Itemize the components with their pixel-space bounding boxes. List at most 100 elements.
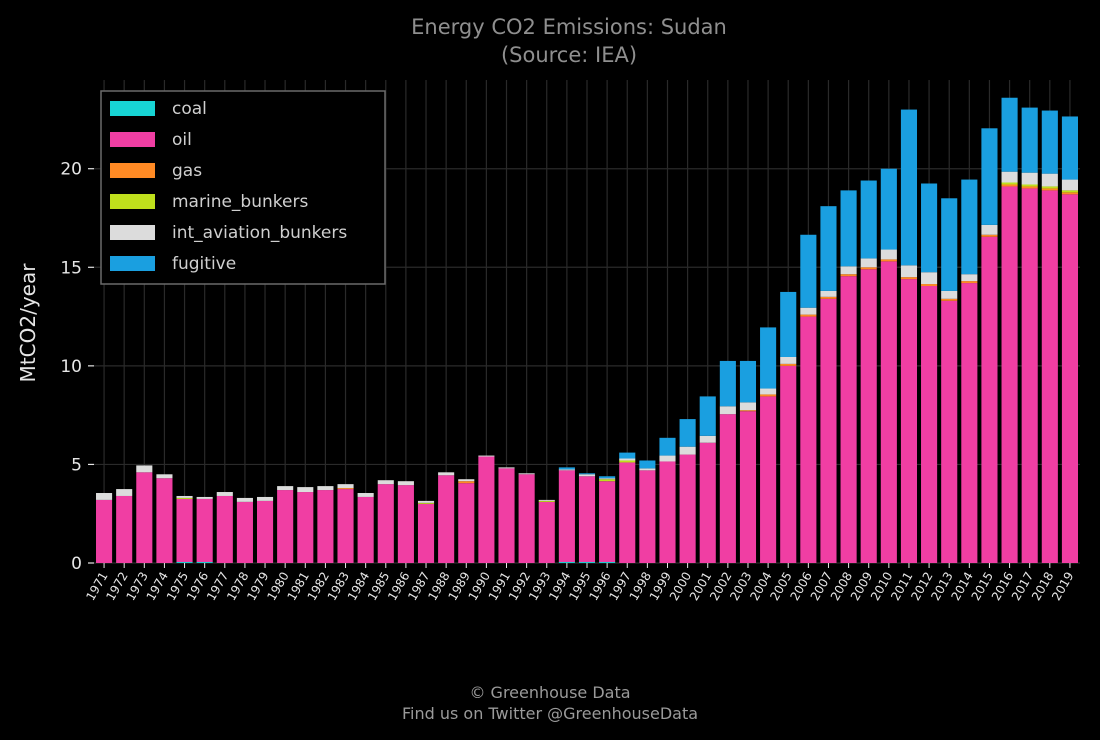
bar-oil-1976: [196, 498, 213, 563]
bar-gas-2010: [880, 259, 897, 262]
bar-fugitive-2011: [900, 109, 918, 266]
legend-swatch-gas: [110, 163, 155, 178]
bar-oil-1998: [639, 470, 656, 563]
bar-fugitive-2016: [1001, 97, 1018, 172]
legend-label-coal: coal: [172, 99, 207, 119]
bar-oil-2014: [961, 283, 978, 563]
bar-fugitive-2003: [739, 360, 757, 403]
bar-oil-2009: [860, 269, 877, 563]
bar-coal-1975: [176, 562, 193, 563]
bar-oil-1999: [659, 461, 676, 563]
bar-oil-1977: [216, 495, 233, 563]
bar-int_aviation_bunkers-1973: [136, 465, 153, 473]
bar-int_aviation_bunkers-2010: [880, 249, 897, 260]
bar-int_aviation_bunkers-1998: [639, 468, 656, 471]
bar-coal-1976: [196, 562, 213, 563]
y-tick-label: 10: [60, 357, 82, 377]
bar-fugitive-2012: [921, 183, 938, 273]
bar-oil-1980: [277, 490, 294, 563]
bar-oil-2007: [820, 298, 837, 563]
bar-gas-1983: [337, 488, 354, 490]
bar-int_aviation_bunkers-1990: [478, 455, 495, 457]
y-tick-label: 5: [71, 455, 82, 475]
bar-fugitive-2017: [1021, 107, 1038, 173]
bar-gas-2008: [840, 274, 857, 277]
bar-fugitive-2018: [1041, 110, 1058, 174]
footer-twitter: Find us on Twitter @GreenhouseData: [401, 704, 699, 723]
bar-oil-1974: [156, 478, 173, 563]
bar-fugitive-2000: [679, 419, 696, 447]
bar-int_aviation_bunkers-1996: [599, 478, 616, 480]
bar-int_aviation_bunkers-1979: [256, 496, 274, 501]
bar-int_aviation_bunkers-2001: [699, 435, 716, 443]
bar-oil-2018: [1041, 190, 1058, 563]
bar-int_aviation_bunkers-1986: [397, 481, 414, 486]
bars: [96, 97, 1078, 564]
bar-int_aviation_bunkers-2008: [840, 266, 857, 275]
bar-gas-2013: [941, 298, 958, 301]
bar-int_aviation_bunkers-1993: [538, 499, 555, 501]
bar-oil-1984: [357, 496, 374, 563]
bar-gas-2012: [921, 284, 938, 287]
bar-int_aviation_bunkers-2003: [739, 402, 757, 411]
bar-oil-1983: [337, 489, 354, 563]
bar-fugitive-2004: [760, 327, 777, 389]
bar-oil-1971: [96, 499, 113, 563]
bar-fugitive-2013: [941, 198, 958, 291]
bar-oil-1997: [619, 462, 636, 563]
bar-int_aviation_bunkers-2011: [900, 265, 918, 278]
bar-fugitive-2009: [860, 180, 877, 259]
bar-oil-1978: [236, 501, 253, 563]
legend-swatch-oil: [110, 132, 155, 147]
legend-box: [100, 90, 386, 285]
bar-oil-2000: [679, 454, 696, 563]
legend-swatch-marine_bunkers: [110, 194, 155, 209]
bar-fugitive-1999: [659, 437, 676, 456]
bar-oil-1987: [417, 503, 435, 563]
bar-int_aviation_bunkers-2006: [800, 307, 817, 315]
bar-int_aviation_bunkers-2018: [1041, 173, 1058, 187]
y-axis-label: MtCO2/year: [16, 263, 40, 383]
bar-coal-1995: [578, 562, 596, 563]
bar-oil-2010: [880, 261, 897, 563]
bar-int_aviation_bunkers-1975: [176, 495, 193, 498]
bar-oil-1986: [397, 485, 414, 563]
y-tick-label: 0: [71, 554, 82, 574]
bar-oil-1985: [377, 484, 394, 563]
bar-fugitive-1998: [639, 460, 656, 469]
bar-marine_bunkers-2017: [1021, 184, 1038, 187]
bar-oil-2013: [941, 300, 958, 563]
bar-gas-2018: [1041, 188, 1058, 191]
bar-int_aviation_bunkers-1995: [578, 474, 596, 477]
bar-marine_bunkers-2019: [1061, 190, 1078, 193]
bar-gas-2019: [1061, 192, 1078, 195]
bar-int_aviation_bunkers-2002: [719, 406, 736, 415]
y-tick-label: 20: [60, 160, 82, 180]
bar-coal-1994: [558, 562, 575, 563]
bar-oil-1989: [458, 483, 475, 563]
bar-oil-1982: [317, 490, 334, 563]
bar-int_aviation_bunkers-1971: [96, 493, 113, 500]
chart-title: Energy CO2 Emissions: Sudan: [411, 15, 727, 39]
bar-oil-2015: [981, 236, 998, 564]
bar-marine_bunkers-1987: [417, 502, 435, 504]
bar-fugitive-2019: [1061, 116, 1078, 180]
bar-gas-2016: [1001, 184, 1018, 187]
bar-int_aviation_bunkers-2017: [1021, 172, 1038, 185]
bar-fugitive-2015: [981, 128, 998, 225]
bar-fugitive-2005: [780, 291, 797, 357]
bar-marine_bunkers-1993: [538, 500, 555, 502]
bar-marine_bunkers-1996: [599, 479, 616, 482]
legend-label-gas: gas: [172, 161, 202, 181]
bar-fugitive-2010: [880, 168, 897, 250]
bar-int_aviation_bunkers-2009: [860, 258, 877, 268]
legend-label-fugitive: fugitive: [172, 254, 236, 274]
legend-swatch-fugitive: [110, 256, 155, 271]
bar-oil-2001: [699, 442, 716, 563]
bar-oil-2008: [840, 276, 857, 563]
legend-label-oil: oil: [172, 130, 192, 150]
bar-int_aviation_bunkers-2014: [961, 274, 978, 282]
bar-gas-2007: [820, 296, 837, 299]
bar-oil-1996: [599, 481, 616, 563]
bar-int_aviation_bunkers-1982: [317, 486, 334, 491]
